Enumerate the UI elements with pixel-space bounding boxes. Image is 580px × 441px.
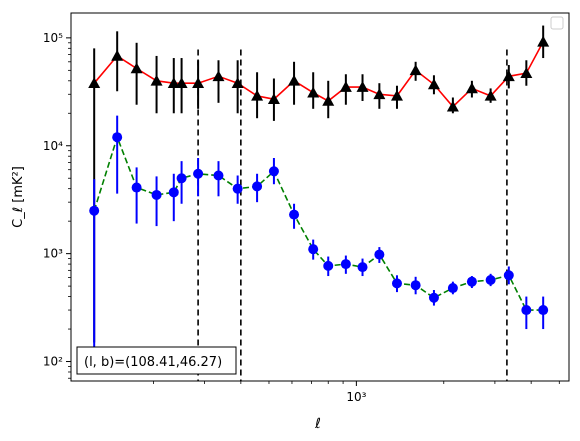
annotation-box: (l, b)=(108.41,46.27) xyxy=(76,346,237,375)
circle-marker xyxy=(410,280,421,291)
circle-marker xyxy=(89,205,100,216)
triangle-marker xyxy=(465,82,478,94)
circle-marker xyxy=(176,173,187,184)
triangle-marker xyxy=(192,77,205,88)
legend-box xyxy=(550,16,564,30)
y-tick-label: 10³ xyxy=(43,247,63,261)
triangle-marker xyxy=(167,77,180,88)
circle-marker xyxy=(323,260,334,271)
triangle-marker xyxy=(339,81,352,92)
circle-marker xyxy=(213,170,224,181)
circle-marker xyxy=(340,259,351,270)
triangle-marker xyxy=(520,67,533,79)
circle-marker xyxy=(466,276,477,287)
triangle-marker xyxy=(502,70,515,82)
circle-marker xyxy=(268,166,279,177)
triangle-marker xyxy=(111,49,124,61)
circle-marker xyxy=(131,182,142,193)
x-axis-label: ℓ xyxy=(314,416,321,432)
circle-marker xyxy=(428,292,439,303)
triangle-marker xyxy=(484,89,497,101)
circle-marker xyxy=(521,305,532,316)
circle-marker xyxy=(193,168,204,179)
triangle-marker xyxy=(427,78,440,90)
circle-marker xyxy=(232,183,243,194)
circle-marker xyxy=(538,305,549,316)
series-1 xyxy=(89,115,549,372)
triangle-marker xyxy=(409,64,422,76)
triangle-marker xyxy=(231,77,244,88)
y-tick-label: 10⁵ xyxy=(43,31,63,45)
circle-marker xyxy=(112,132,123,143)
triangle-marker xyxy=(446,100,459,112)
axis-ticks: 10² 10³ 10⁴ 10⁵ 10³ xyxy=(43,31,560,404)
data-series xyxy=(88,25,550,372)
y-tick-label: 10⁴ xyxy=(43,139,63,153)
annotation-text: (l, b)=(108.41,46.27) xyxy=(84,355,222,370)
circle-marker xyxy=(503,270,514,281)
circle-marker xyxy=(308,244,319,255)
triangle-marker xyxy=(175,77,188,88)
circle-marker xyxy=(168,187,179,198)
circle-marker xyxy=(289,209,300,220)
triangle-marker xyxy=(212,70,225,82)
circle-marker xyxy=(357,262,368,273)
circle-marker xyxy=(391,278,402,289)
triangle-marker xyxy=(251,89,264,101)
triangle-marker xyxy=(288,74,301,86)
triangle-marker xyxy=(130,62,143,74)
triangle-marker xyxy=(150,74,163,86)
circle-marker xyxy=(151,189,162,200)
y-tick-label: 10² xyxy=(43,355,63,369)
triangle-marker xyxy=(390,89,403,101)
circle-marker xyxy=(374,249,385,260)
x-tick-label: 10³ xyxy=(346,390,366,404)
triangle-marker xyxy=(373,88,386,100)
triangle-marker xyxy=(322,94,335,106)
triangle-marker xyxy=(537,35,550,47)
circle-marker xyxy=(485,274,496,285)
triangle-marker xyxy=(267,93,280,105)
triangle-marker xyxy=(356,81,369,92)
plot-frame xyxy=(70,12,570,382)
triangle-marker xyxy=(307,86,320,98)
circle-marker xyxy=(252,181,263,192)
y-axis-label: C_ℓ [mK²] xyxy=(11,166,26,228)
triangle-marker xyxy=(88,77,101,88)
circle-marker xyxy=(447,283,458,294)
series-0 xyxy=(88,25,550,343)
